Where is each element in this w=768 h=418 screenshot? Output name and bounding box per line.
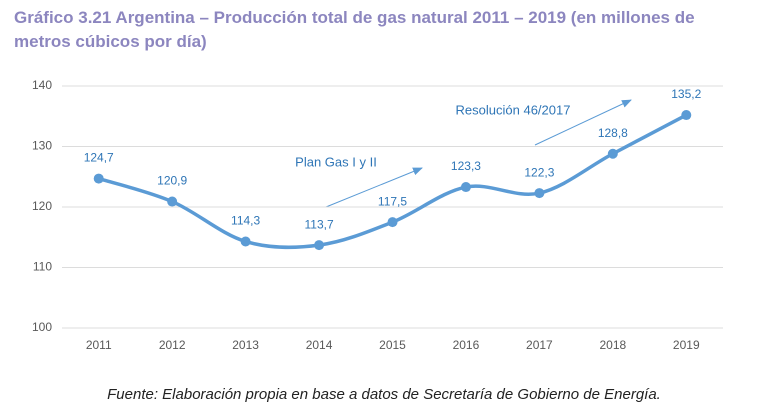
- point: [460, 182, 471, 193]
- y-tick-label: 120: [32, 199, 52, 213]
- x-tick-label: 2011: [86, 338, 112, 352]
- data-label: 124,7: [84, 151, 114, 165]
- x-tick-label: 2012: [159, 338, 186, 352]
- point: [93, 173, 104, 184]
- point: [387, 217, 398, 228]
- x-tick-label: 2014: [306, 338, 333, 352]
- annotation: Plan Gas I y II: [295, 154, 377, 169]
- data-label: 123,3: [451, 159, 481, 173]
- point: [534, 188, 545, 199]
- data-label: 120,9: [157, 174, 187, 188]
- point: [607, 148, 618, 159]
- y-tick-label: 100: [32, 320, 52, 334]
- chart-title: Gráfico 3.21 Argentina – Producción tota…: [14, 8, 695, 51]
- data-label: 117,5: [378, 194, 407, 208]
- x-tick-label: 2018: [599, 338, 626, 352]
- data-label: 122,3: [524, 165, 554, 179]
- data-label: 114,3: [231, 214, 260, 228]
- x-tick-label: 2015: [379, 338, 406, 352]
- point: [240, 236, 251, 247]
- arrow: [325, 167, 423, 208]
- x-tick-label: 2013: [232, 338, 259, 352]
- point: [314, 240, 325, 251]
- source-note: Fuente: Elaboración propia en base a dat…: [107, 386, 661, 403]
- point: [167, 196, 178, 207]
- y-tick-label: 130: [32, 139, 52, 153]
- x-tick-label: 2017: [526, 338, 553, 352]
- point: [681, 110, 692, 121]
- annotation: Resolución 46/2017: [456, 102, 571, 117]
- data-label: 128,8: [598, 126, 628, 140]
- data-label: 113,7: [304, 217, 333, 231]
- x-tick-label: 2016: [453, 338, 480, 352]
- arrow: [534, 99, 632, 146]
- y-tick-label: 140: [32, 78, 52, 92]
- y-tick-label: 110: [33, 260, 52, 274]
- data-label: 135,2: [671, 87, 701, 101]
- x-tick-label: 2019: [673, 338, 700, 352]
